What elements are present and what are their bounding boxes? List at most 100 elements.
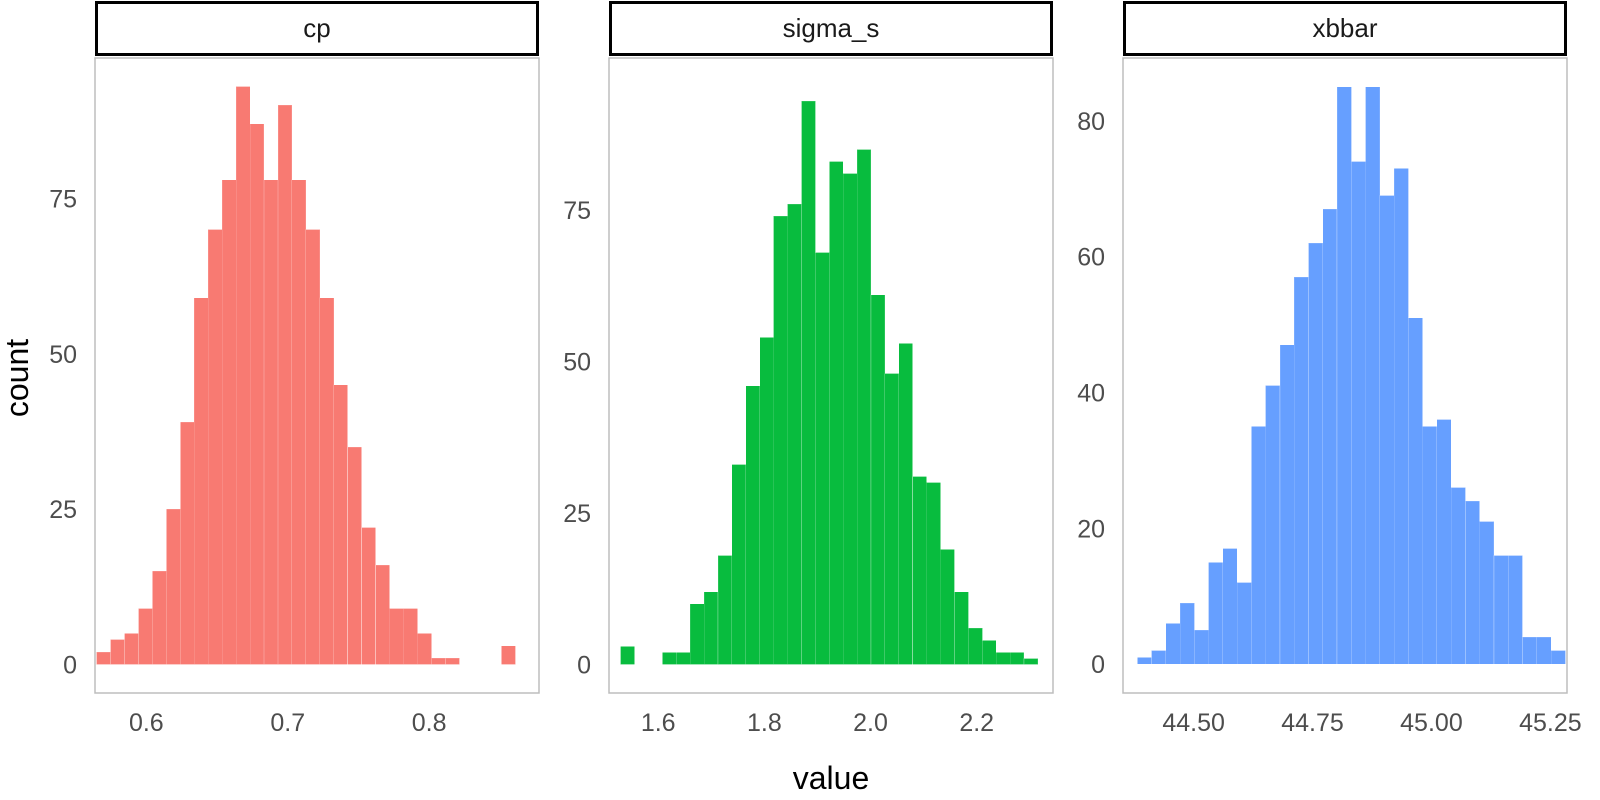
bar-xbbar-2 (1165, 623, 1181, 665)
bar-sigma_s-26 (981, 639, 997, 665)
bar-cp-10 (235, 86, 251, 665)
bar-cp-20 (375, 564, 391, 665)
y-tick-label-xbbar-0: 0 (1091, 651, 1105, 679)
bar-xbbar-10 (1279, 344, 1295, 665)
strip-sigma_s (609, 1, 1053, 56)
bar-sigma_s-12 (787, 203, 802, 665)
panel-border-cp (94, 57, 540, 694)
bar-xbbar-5 (1208, 561, 1224, 665)
bar-cp-14 (291, 179, 307, 665)
strip-cp (95, 1, 539, 56)
strip-xbbar (1123, 1, 1567, 56)
bar-sigma_s-0 (620, 646, 635, 665)
y-tick-label-cp-0: 0 (63, 651, 77, 679)
bar-cp-24 (431, 657, 446, 665)
bar-sigma_s-10 (759, 337, 774, 665)
bar-sigma_s-4 (676, 652, 691, 665)
y-tick-label-xbbar-1: 20 (1077, 515, 1105, 543)
strip-label-sigma_s: sigma_s (783, 13, 880, 43)
bar-cp-16 (319, 297, 335, 665)
y-tick-label-sigma_s-0: 0 (577, 652, 591, 680)
bar-xbbar-17 (1379, 195, 1395, 665)
bar-xbbar-22 (1450, 487, 1466, 665)
bar-sigma_s-28 (1009, 652, 1025, 665)
y-tick-label-xbbar-2: 40 (1077, 379, 1105, 407)
x-tick-label-xbbar-1: 44.75 (1281, 709, 1344, 737)
bar-xbbar-16 (1365, 86, 1381, 665)
bar-xbbar-1 (1151, 650, 1167, 665)
bar-sigma_s-6 (703, 591, 719, 665)
bar-cp-15 (305, 229, 321, 665)
x-tick-label-cp-2: 0.8 (412, 709, 447, 737)
bar-xbbar-8 (1251, 426, 1266, 665)
bar-cp-22 (403, 608, 418, 665)
bar-cp-13 (277, 104, 293, 665)
bar-cp-12 (263, 179, 279, 665)
bar-sigma_s-5 (689, 603, 705, 665)
bar-xbbar-15 (1350, 161, 1366, 665)
y-tick-label-cp-1: 25 (49, 496, 77, 524)
bar-cp-0 (96, 651, 111, 665)
panel-border-sigma_s (608, 57, 1054, 694)
y-tick-label-xbbar-3: 60 (1077, 244, 1105, 272)
y-tick-label-sigma_s-2: 50 (563, 349, 591, 377)
bar-sigma_s-21 (912, 476, 927, 665)
y-tick-label-sigma_s-1: 25 (563, 500, 591, 528)
strip-label-cp: cp (303, 13, 330, 43)
bar-xbbar-27 (1522, 636, 1538, 665)
x-axis-title: value (793, 760, 870, 796)
bar-sigma_s-22 (926, 482, 941, 665)
bar-sigma_s-9 (745, 385, 761, 665)
bar-cp-18 (347, 446, 363, 665)
bar-xbbar-6 (1222, 548, 1238, 665)
bar-sigma_s-16 (842, 173, 858, 665)
bar-cp-3 (138, 608, 153, 665)
bar-sigma_s-13 (801, 100, 816, 665)
bar-xbbar-9 (1265, 385, 1281, 665)
bar-xbbar-4 (1194, 629, 1209, 665)
bar-cp-21 (389, 608, 404, 665)
x-tick-label-xbbar-0: 44.50 (1162, 709, 1225, 737)
bar-cp-19 (361, 527, 377, 665)
bar-cp-1 (110, 639, 125, 665)
bar-cp-29 (501, 645, 516, 665)
bar-cp-6 (180, 421, 195, 665)
bar-xbbar-28 (1536, 636, 1552, 665)
bar-xbbar-21 (1436, 419, 1452, 665)
bar-sigma_s-3 (662, 652, 677, 665)
x-tick-label-cp-1: 0.7 (270, 709, 305, 737)
bar-xbbar-3 (1179, 602, 1195, 665)
x-tick-label-sigma_s-0: 1.6 (641, 709, 676, 737)
y-tick-label-sigma_s-3: 75 (563, 197, 591, 225)
bar-xbbar-25 (1493, 555, 1509, 665)
x-tick-label-cp-0: 0.6 (129, 709, 164, 737)
bar-cp-4 (152, 570, 167, 665)
bar-sigma_s-8 (731, 464, 747, 665)
bar-sigma_s-14 (815, 252, 830, 665)
x-tick-label-sigma_s-2: 2.0 (853, 709, 888, 737)
bar-xbbar-0 (1136, 657, 1152, 665)
bar-sigma_s-17 (856, 149, 872, 665)
bar-xbbar-29 (1550, 650, 1566, 665)
x-tick-label-sigma_s-1: 1.8 (747, 709, 782, 737)
bar-xbbar-11 (1293, 276, 1309, 665)
bar-sigma_s-19 (884, 373, 900, 665)
bar-cp-17 (333, 384, 349, 665)
strip-label-xbbar: xbbar (1312, 13, 1377, 43)
bar-cp-2 (124, 633, 139, 665)
bar-sigma_s-15 (829, 161, 844, 665)
panels-layer: cp 0 25 50 75 0.6 0.7 0.8 sigma_s 0 25 50 75 1.6 1.8 2.… (49, 1, 1582, 737)
bar-cp-11 (249, 123, 265, 665)
y-axis-title: count (0, 339, 35, 417)
bar-xbbar-20 (1422, 426, 1438, 665)
bar-cp-9 (221, 179, 237, 665)
bar-xbbar-26 (1507, 555, 1523, 665)
bar-sigma_s-29 (1023, 658, 1039, 665)
bar-cp-5 (166, 508, 181, 665)
y-tick-label-xbbar-4: 80 (1077, 108, 1105, 136)
bar-xbbar-7 (1236, 582, 1252, 665)
bar-xbbar-12 (1308, 242, 1324, 665)
bar-sigma_s-23 (940, 549, 955, 665)
panel-cp: cp 0 25 50 75 0.6 0.7 0.8 (49, 1, 540, 737)
